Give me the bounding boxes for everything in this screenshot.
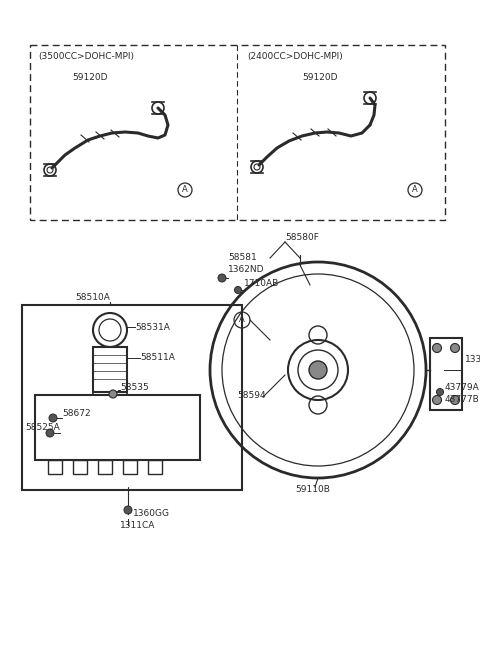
Text: 43777B: 43777B [445, 396, 480, 405]
Bar [93, 347, 127, 392]
Bar [73, 460, 87, 474]
Text: A: A [182, 186, 188, 194]
Circle shape [309, 361, 327, 379]
Text: 58531A: 58531A [135, 323, 170, 331]
Bar [430, 338, 462, 410]
Circle shape [451, 344, 459, 352]
Text: 58511A: 58511A [140, 354, 175, 363]
Text: A: A [239, 316, 245, 325]
Bar [48, 460, 62, 474]
Bar [148, 460, 162, 474]
Circle shape [218, 274, 226, 282]
Text: 1360GG: 1360GG [133, 508, 170, 518]
Text: 59110B: 59110B [295, 485, 330, 495]
Circle shape [451, 396, 459, 405]
Text: (3500CC>DOHC-MPI): (3500CC>DOHC-MPI) [38, 52, 134, 62]
Text: 1311CA: 1311CA [120, 520, 156, 529]
Text: 1710AB: 1710AB [244, 279, 279, 287]
Text: 58594: 58594 [237, 390, 265, 400]
Text: (2400CC>DOHC-MPI): (2400CC>DOHC-MPI) [247, 52, 343, 62]
Text: 58581: 58581 [228, 253, 257, 262]
Circle shape [46, 429, 54, 437]
Bar [22, 305, 242, 490]
Text: 58672: 58672 [62, 409, 91, 417]
Bar [98, 460, 112, 474]
Circle shape [432, 396, 442, 405]
Circle shape [436, 388, 444, 396]
Bar [30, 45, 445, 220]
Text: 58535: 58535 [120, 384, 149, 392]
Circle shape [235, 287, 241, 293]
Text: 58510A: 58510A [75, 293, 110, 302]
Text: A: A [412, 186, 418, 194]
Text: 1339GA: 1339GA [465, 356, 480, 365]
Circle shape [109, 390, 117, 398]
Text: 59120D: 59120D [72, 73, 108, 83]
Bar [35, 395, 200, 460]
Circle shape [432, 344, 442, 352]
Text: 43779A: 43779A [445, 384, 480, 392]
Text: 58580F: 58580F [285, 232, 319, 241]
Text: 1362ND: 1362ND [228, 266, 264, 274]
Circle shape [49, 414, 57, 422]
Circle shape [124, 506, 132, 514]
Text: 59120D: 59120D [302, 73, 337, 83]
Bar [123, 460, 137, 474]
Text: 58525A: 58525A [25, 422, 60, 432]
